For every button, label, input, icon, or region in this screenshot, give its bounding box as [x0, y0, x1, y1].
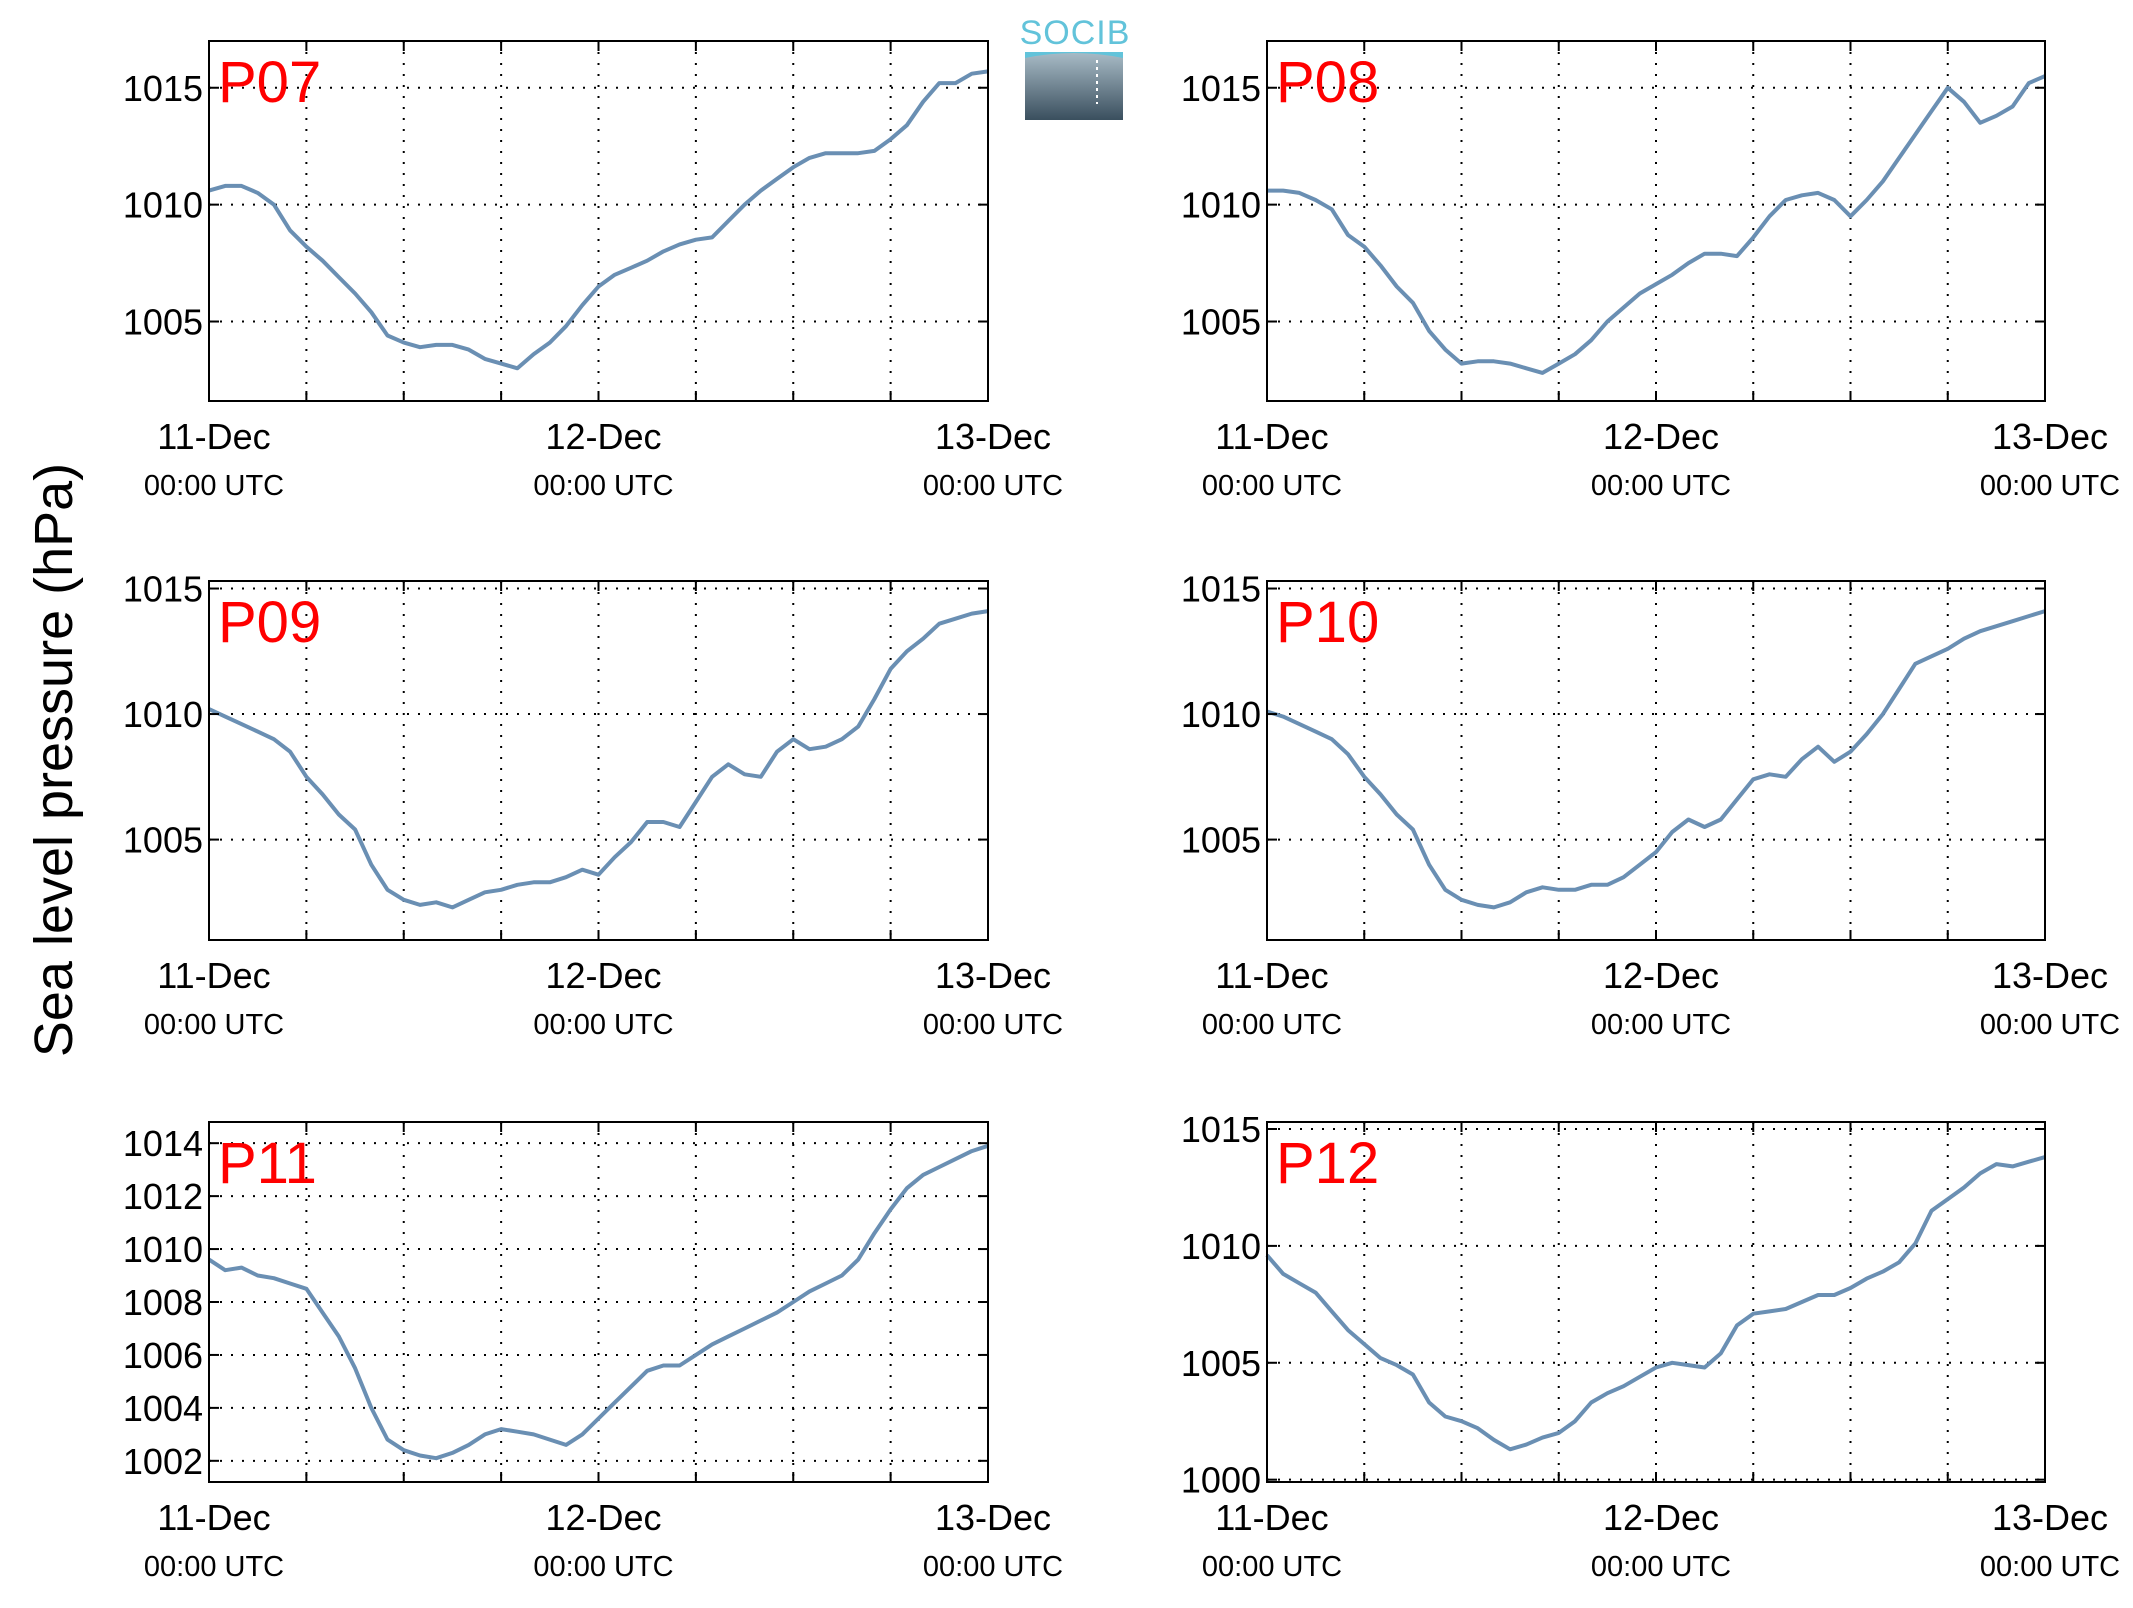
series-line-p08 — [1267, 74, 2046, 375]
x-tick-label-time: 00:00 UTC — [923, 470, 1063, 502]
y-tick-label: 1002 — [123, 1441, 203, 1482]
x-tick-label-time: 00:00 UTC — [533, 1009, 673, 1041]
station-label-p09: P09 — [218, 590, 321, 655]
x-tick-label-day: 12-Dec — [545, 1497, 661, 1538]
axes-frame — [1266, 1121, 2046, 1483]
x-tick-label-time: 00:00 UTC — [144, 1551, 284, 1583]
x-tick-label-time: 00:00 UTC — [1591, 470, 1731, 502]
series-line-p12 — [1265, 1155, 2046, 1452]
y-tick-label: 1008 — [123, 1282, 203, 1323]
x-tick-label-day: 12-Dec — [1603, 955, 1719, 996]
x-tick-label-day: 13-Dec — [935, 416, 1051, 457]
y-tick-label: 1015 — [123, 569, 203, 610]
y-tick-label: 1010 — [1181, 1226, 1261, 1267]
y-tick-label: 1015 — [1181, 1109, 1261, 1150]
station-label-p07: P07 — [218, 50, 321, 115]
y-tick-label: 1010 — [1181, 694, 1261, 735]
y-tick-label: 1010 — [123, 694, 203, 735]
socib-logo-wave — [1025, 52, 1123, 58]
x-tick-label-time: 00:00 UTC — [1591, 1551, 1731, 1583]
y-tick-label: 1015 — [1181, 569, 1261, 610]
x-tick-label-day: 13-Dec — [1992, 416, 2108, 457]
x-tick-label-day: 12-Dec — [545, 955, 661, 996]
x-tick-label-day: 11-Dec — [157, 416, 270, 457]
axes-frame — [208, 40, 989, 402]
x-tick-label-day: 12-Dec — [1603, 1497, 1719, 1538]
x-tick-label-day: 11-Dec — [1215, 955, 1328, 996]
x-tick-label-day: 11-Dec — [1215, 416, 1328, 457]
x-tick-label-day: 13-Dec — [935, 1497, 1051, 1538]
series-line-p10 — [1266, 609, 2046, 910]
x-tick-label-time: 00:00 UTC — [144, 1009, 284, 1041]
x-tick-label-time: 00:00 UTC — [1202, 1009, 1342, 1041]
x-tick-label-time: 00:00 UTC — [533, 1551, 673, 1583]
y-axis-label: Sea level pressure (hPa) — [24, 463, 84, 1057]
station-label-p11: P11 — [218, 1131, 317, 1196]
panel-p11: 1002 1004 1006 1008 1010 1012 1014 11-Dec 00:00 … — [123, 1121, 1063, 1583]
y-tick-label: 1015 — [1181, 68, 1261, 109]
x-tick-label-day: 12-Dec — [1603, 416, 1719, 457]
y-tick-label: 1000 — [1181, 1460, 1261, 1501]
panel-p10: 1005 1010 1015 11-Dec 00:00 UTC 12-Dec 00:00 U… — [1181, 569, 2120, 1041]
x-tick-label-day: 13-Dec — [1992, 1497, 2108, 1538]
y-tick-label: 1006 — [123, 1335, 203, 1376]
y-tick-label: 1005 — [123, 302, 203, 343]
y-tick-label: 1005 — [123, 820, 203, 861]
y-tick-label: 1010 — [123, 185, 203, 226]
series-line-p09 — [208, 609, 989, 910]
y-tick-label: 1004 — [123, 1388, 203, 1429]
axes-frame — [1266, 580, 2046, 941]
x-tick-label-time: 00:00 UTC — [1980, 1009, 2120, 1041]
y-tick-label: 1005 — [1181, 302, 1261, 343]
x-tick-label-time: 00:00 UTC — [1980, 1551, 2120, 1583]
x-tick-label-day: 13-Dec — [1992, 955, 2108, 996]
x-tick-label-time: 00:00 UTC — [1980, 470, 2120, 502]
y-tick-label: 1010 — [1181, 185, 1261, 226]
y-tick-label: 1014 — [123, 1123, 203, 1164]
x-tick-label-time: 00:00 UTC — [923, 1009, 1063, 1041]
panel-p07: 1005 1010 1015 11-Dec 00:00 UTC 12-Dec 00:00 U… — [123, 40, 1063, 502]
y-tick-label: 1015 — [123, 68, 203, 109]
x-tick-label-time: 00:00 UTC — [1591, 1009, 1731, 1041]
y-tick-label: 1005 — [1181, 1343, 1261, 1384]
panel-p08: 1005 1010 1015 11-Dec 00:00 UTC 12-Dec 00:00 U… — [1181, 40, 2120, 502]
x-tick-label-day: 11-Dec — [157, 955, 270, 996]
x-tick-label-day: 12-Dec — [545, 416, 661, 457]
socib-logo-text: SOCIB — [1020, 14, 1131, 52]
station-label-p10: P10 — [1276, 590, 1379, 655]
x-tick-label-day: 13-Dec — [935, 955, 1051, 996]
panel-p12: 1000 1005 1010 1015 11-Dec 00:00 UTC 12-Dec 00:… — [1181, 1109, 2120, 1583]
socib-logo-block — [1025, 52, 1123, 120]
y-tick-label: 1010 — [123, 1229, 203, 1270]
x-tick-label-time: 00:00 UTC — [533, 470, 673, 502]
series-line-p11 — [207, 1143, 989, 1461]
station-label-p12: P12 — [1276, 1131, 1379, 1196]
x-tick-label-time: 00:00 UTC — [923, 1551, 1063, 1583]
axes-frame — [1266, 40, 2046, 402]
x-tick-label-time: 00:00 UTC — [144, 470, 284, 502]
y-tick-label: 1005 — [1181, 820, 1261, 861]
station-label-p08: P08 — [1276, 50, 1379, 115]
y-tick-label: 1012 — [123, 1176, 203, 1217]
x-tick-label-day: 11-Dec — [1215, 1497, 1328, 1538]
axes-frame — [208, 1121, 989, 1483]
x-tick-label-time: 00:00 UTC — [1202, 470, 1342, 502]
x-tick-label-time: 00:00 UTC — [1202, 1551, 1342, 1583]
x-tick-label-day: 11-Dec — [157, 1497, 270, 1538]
axes-frame — [208, 580, 989, 941]
series-line-p07 — [208, 69, 989, 371]
socib-logo: SOCIB — [1020, 14, 1131, 120]
panel-p09: 1005 1010 1015 11-Dec 00:00 UTC 12-Dec 00:00 U… — [123, 569, 1063, 1041]
